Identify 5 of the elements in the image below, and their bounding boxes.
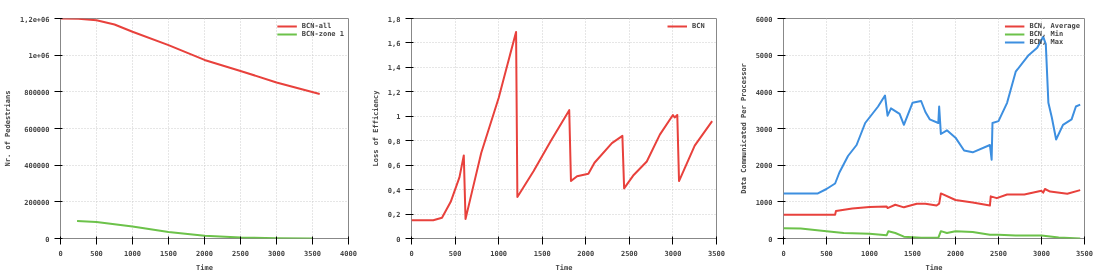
line-series — [76, 220, 314, 239]
line-series — [783, 188, 1082, 216]
line-series — [783, 35, 1082, 195]
line-series — [783, 227, 1082, 239]
line-series — [411, 30, 714, 222]
